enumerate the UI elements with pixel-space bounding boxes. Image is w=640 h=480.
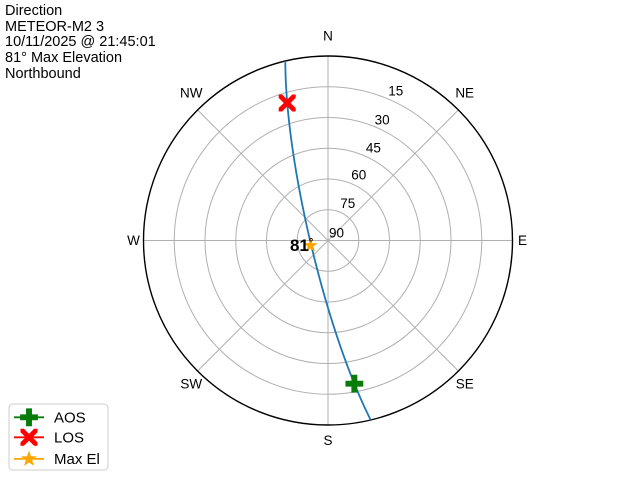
- svg-text:15: 15: [388, 84, 403, 99]
- svg-text:SW: SW: [180, 376, 202, 391]
- svg-text:45: 45: [366, 141, 381, 156]
- svg-text:60: 60: [351, 167, 366, 182]
- svg-text:75: 75: [340, 196, 355, 211]
- svg-text:90: 90: [329, 226, 344, 241]
- svg-text:81°: 81°: [290, 236, 313, 255]
- svg-text:30: 30: [375, 112, 390, 127]
- svg-text:Max El: Max El: [54, 451, 100, 468]
- svg-text:NE: NE: [455, 85, 474, 100]
- svg-text:S: S: [323, 433, 332, 448]
- svg-text:AOS: AOS: [54, 409, 86, 426]
- svg-text:W: W: [127, 233, 140, 248]
- svg-text:LOS: LOS: [54, 429, 84, 446]
- svg-text:N: N: [323, 29, 333, 44]
- svg-text:E: E: [518, 233, 527, 248]
- svg-text:NW: NW: [180, 85, 203, 100]
- svg-text:SE: SE: [456, 376, 474, 391]
